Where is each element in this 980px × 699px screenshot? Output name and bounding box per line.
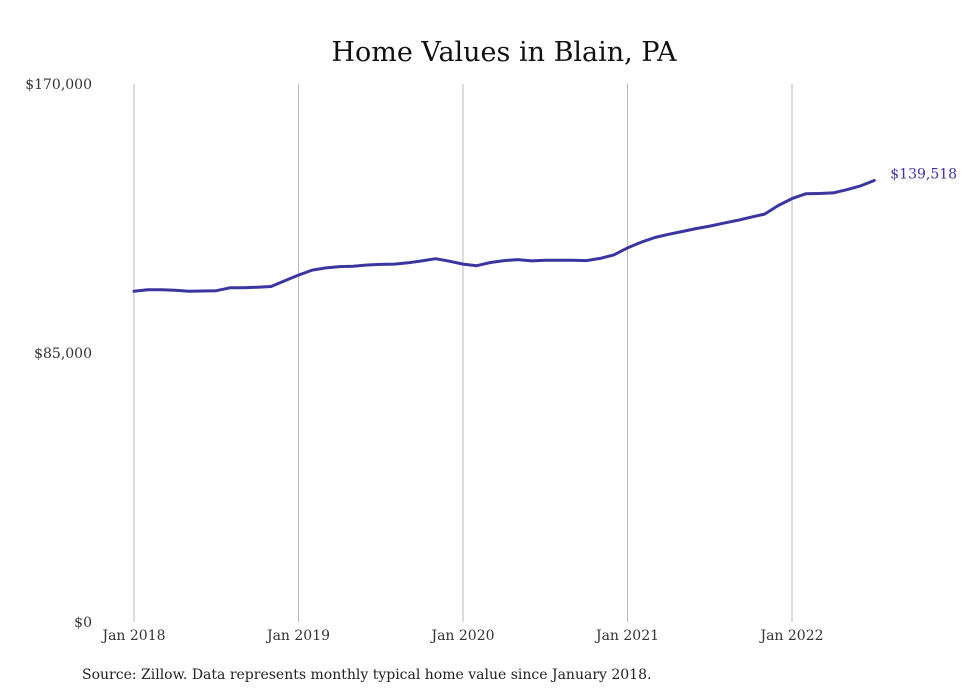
end-value-label: $139,518 [890, 166, 957, 182]
y-tick-label: $85,000 [34, 346, 92, 362]
x-tick-label: Jan 2019 [265, 628, 330, 644]
y-tick-label: $170,000 [25, 77, 92, 93]
gridlines [133, 84, 793, 622]
y-tick-label: $0 [74, 615, 92, 631]
series-layer: $139,518 [132, 166, 957, 293]
x-tick-label: Jan 2021 [594, 628, 659, 644]
chart-title: Home Values in Blain, PA [331, 37, 677, 68]
series-line [132, 179, 876, 293]
x-tick-label: Jan 2018 [100, 628, 165, 644]
y-axis-ticks: $0 $85,000 $170,000 [25, 77, 92, 631]
x-tick-label: Jan 2020 [429, 628, 494, 644]
source-note: Source: Zillow. Data represents monthly … [82, 667, 652, 683]
x-tick-label: Jan 2022 [758, 628, 823, 644]
x-axis-ticks: Jan 2018 Jan 2019 Jan 2020 Jan 2021 Jan 2022 [100, 628, 823, 644]
